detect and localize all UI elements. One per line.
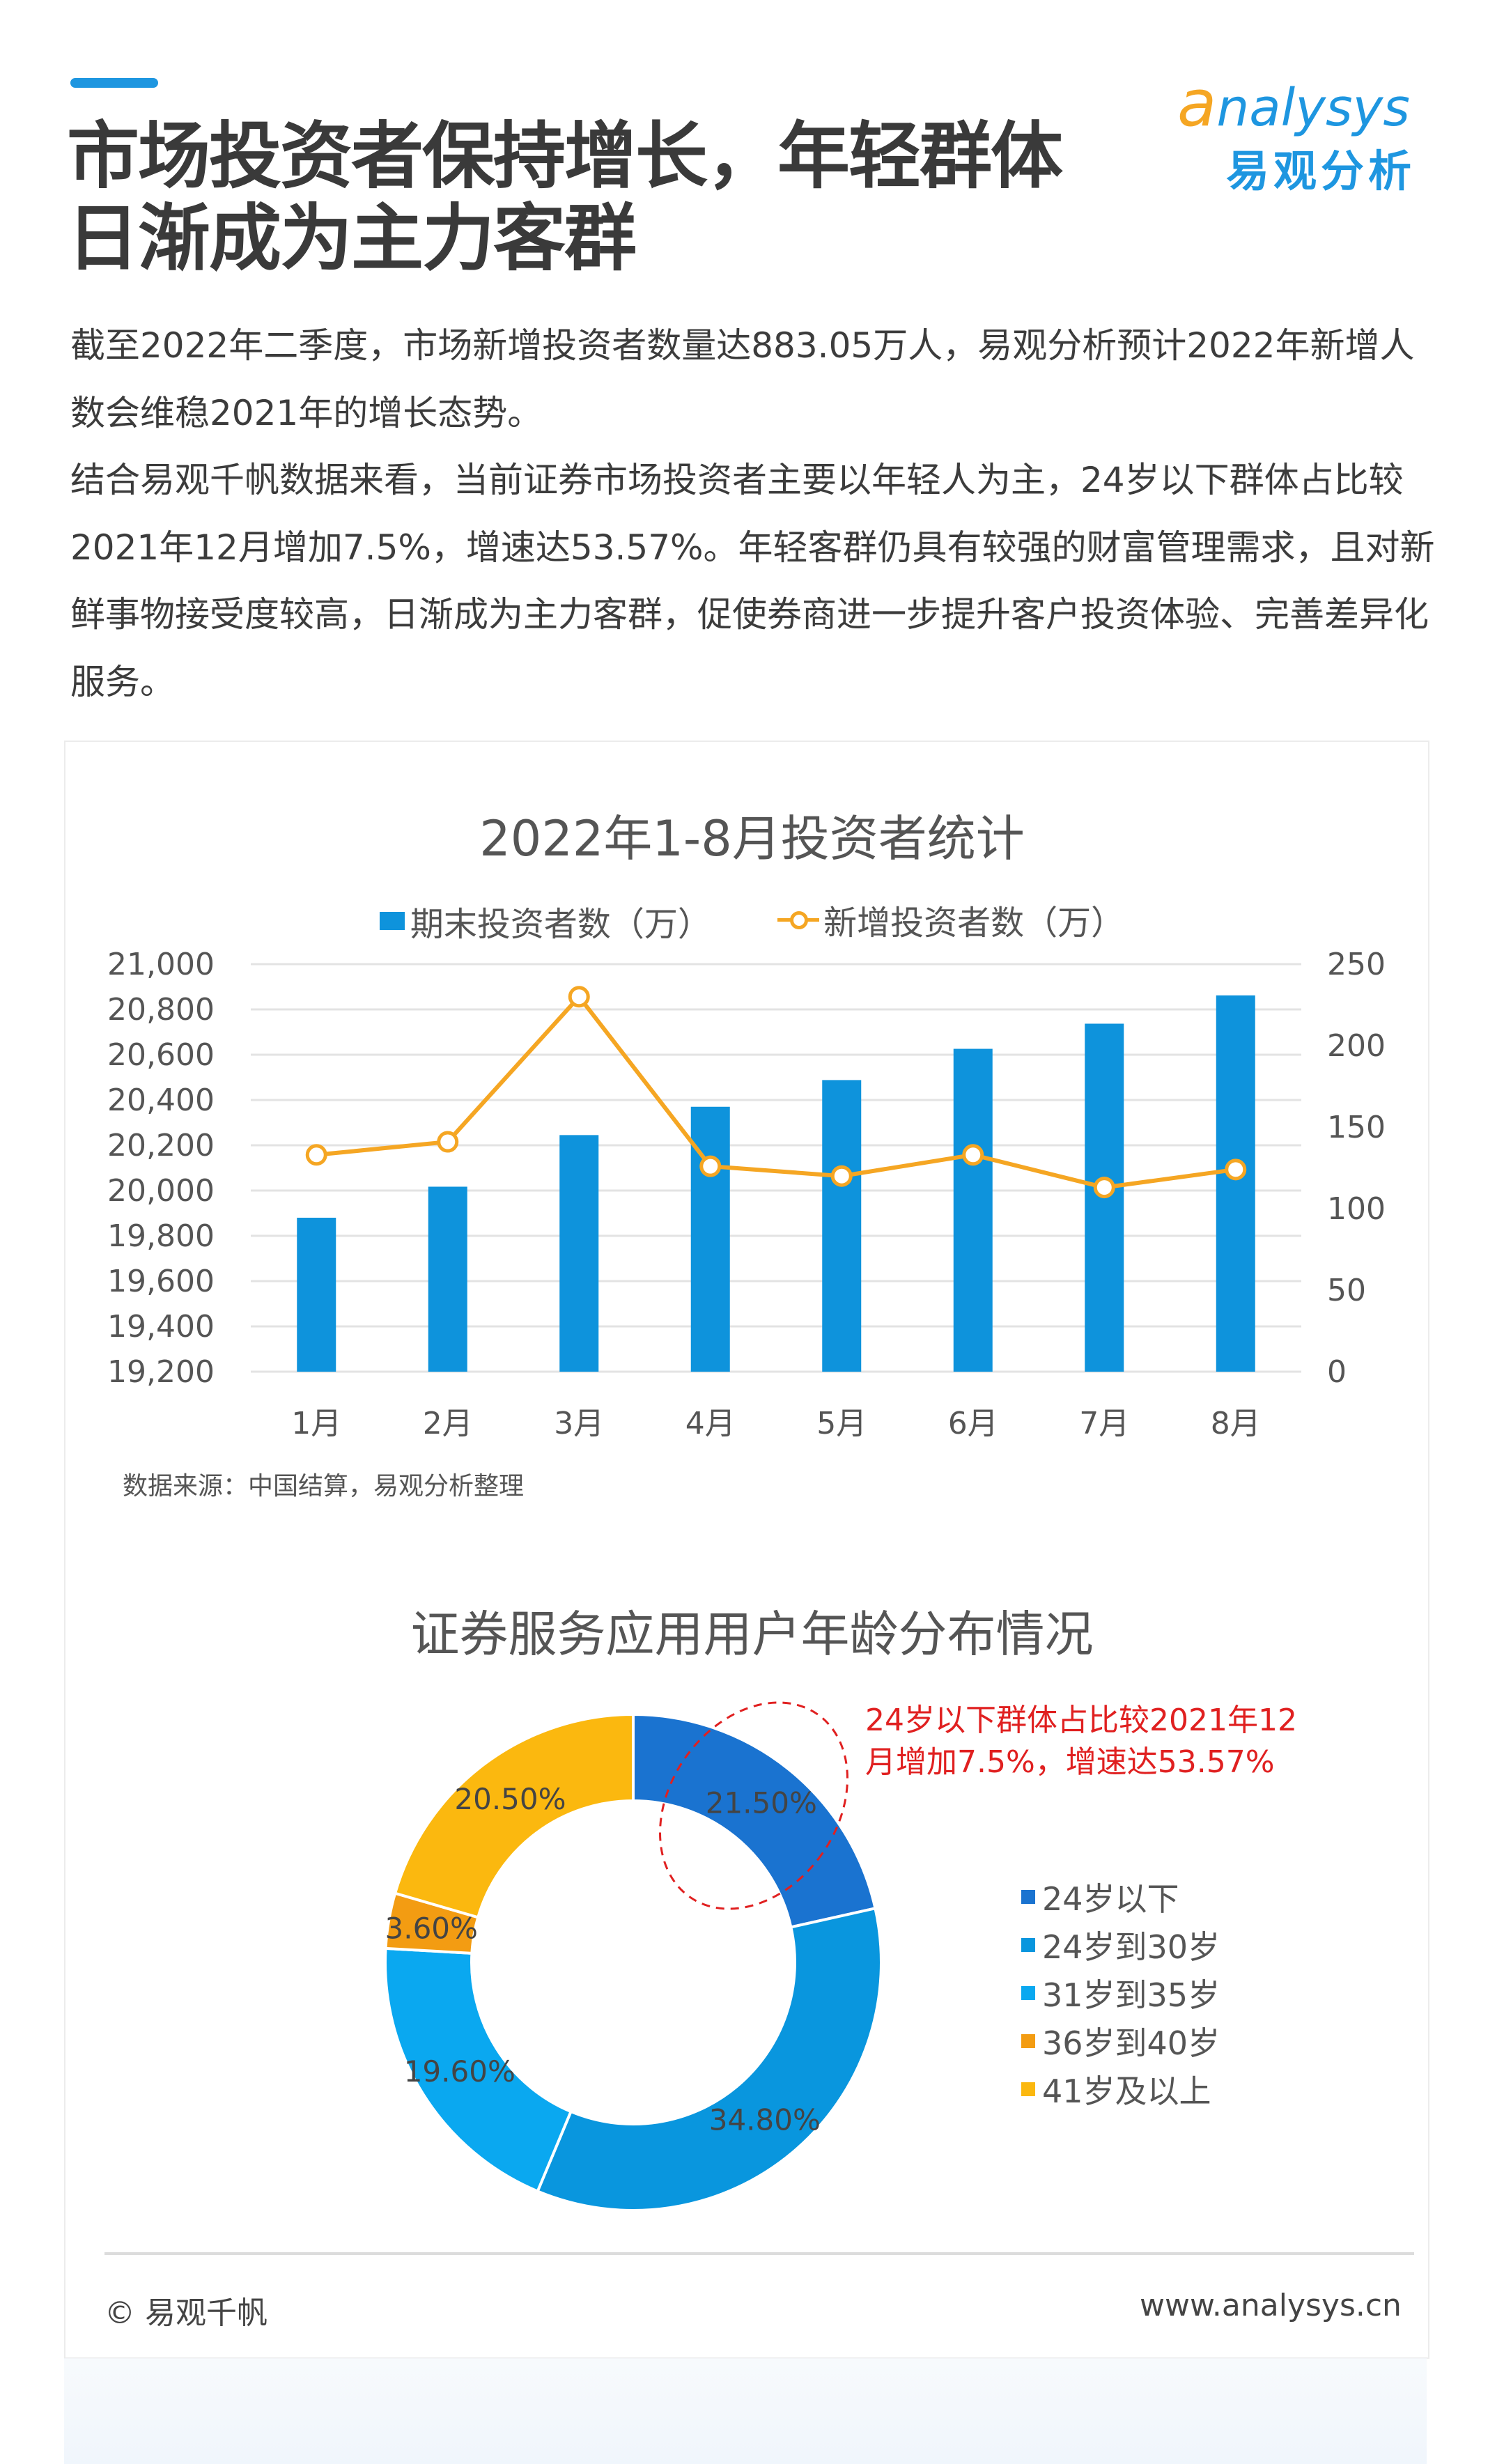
analysys-logo: analysys 易观分析 [1177, 66, 1435, 199]
page-title-line1: 市场投资者保持增长，年轻群体 [67, 114, 1063, 199]
svg-text:3.60%: 3.60% [385, 1911, 478, 1945]
bar-swatch-icon [379, 912, 405, 930]
donut-slice [393, 1712, 635, 1919]
body-text: 截至2022年二季度，市场新增投资者数量达883.05万人，易观分析预计2022… [70, 312, 1436, 715]
bar-chart-legend: 期末投资者数（万） 新增投资者数（万） [0, 895, 1504, 945]
legend-item-bar: 期末投资者数（万） [379, 897, 711, 945]
donut-slice [632, 1712, 877, 1929]
legend-item: 36岁到40岁 [1021, 2017, 1220, 2065]
svg-text:8月: 8月 [1211, 1406, 1261, 1441]
svg-text:7月: 7月 [1079, 1406, 1129, 1441]
background-skyline-decoration [64, 2358, 1427, 2464]
footer-copyright: © 易观千帆 [104, 2295, 268, 2331]
right-axis-ticks: 250 200 150 100 50 0 [1327, 947, 1386, 1390]
svg-text:150: 150 [1327, 1110, 1386, 1145]
chart-gridlines [251, 963, 1301, 1373]
svg-text:2月: 2月 [423, 1406, 473, 1441]
legend-item-line: 新增投资者数（万） [777, 895, 1124, 944]
svg-text:6月: 6月 [948, 1406, 998, 1441]
svg-text:19,600: 19,600 [107, 1264, 215, 1299]
svg-text:100: 100 [1327, 1191, 1386, 1227]
chart-bars [297, 995, 1255, 1372]
legend-swatch-icon [1021, 1985, 1035, 2000]
title-accent-bar [70, 78, 158, 88]
chart-line [305, 986, 1247, 1199]
svg-text:19,400: 19,400 [107, 1309, 215, 1345]
x-axis-ticks: 1月 2月 3月 4月 5月 6月 7月 8月 [291, 1406, 1261, 1441]
svg-text:20,600: 20,600 [107, 1037, 215, 1073]
svg-text:34.80%: 34.80% [709, 2102, 821, 2137]
donut-slice [384, 1946, 573, 2194]
logo-chinese: 易观分析 [1226, 146, 1416, 196]
svg-text:0: 0 [1327, 1354, 1347, 1390]
legend-item: 24岁以下 [1021, 1873, 1220, 1921]
page-title-line2: 日渐成为主力客群 [67, 196, 637, 281]
logo-english: analysys [1177, 66, 1410, 141]
footer-website-link[interactable]: www.analysys.cn [1140, 2288, 1402, 2323]
paragraph: 截至2022年二季度，市场新增投资者数量达883.05万人，易观分析预计2022… [70, 325, 1415, 433]
legend-swatch-icon [1021, 2033, 1035, 2048]
svg-text:21,000: 21,000 [107, 947, 215, 982]
svg-text:5月: 5月 [816, 1406, 867, 1441]
svg-text:19,800: 19,800 [107, 1218, 215, 1254]
svg-text:20,800: 20,800 [107, 992, 215, 1028]
legend-item: 24岁到30岁 [1021, 1921, 1220, 1969]
legend-item: 41岁及以上 [1021, 2065, 1220, 2113]
line-marker-icon [777, 909, 820, 930]
svg-text:20,200: 20,200 [107, 1128, 215, 1163]
svg-text:200: 200 [1327, 1028, 1386, 1064]
legend-swatch-icon [1021, 1937, 1035, 1952]
bar-chart-title: 2022年1-8月投资者统计 [479, 810, 1025, 867]
svg-text:20,000: 20,000 [107, 1173, 215, 1209]
footer-divider [104, 2252, 1414, 2255]
svg-text:250: 250 [1327, 947, 1386, 982]
svg-text:19.60%: 19.60% [404, 2054, 515, 2089]
donut-slice [536, 1906, 883, 2212]
donut-chart: 21.50% 34.80% 19.60% 3.60% 20.50% [384, 1712, 883, 2212]
donut-legend: 24岁以下 24岁到30岁 31岁到35岁 36岁到40岁 41岁及以上 [1021, 1873, 1220, 2113]
donut-chart-title: 证券服务应用用户年龄分布情况 [410, 1606, 1094, 1663]
svg-text:4月: 4月 [685, 1406, 736, 1441]
legend-swatch-icon [1021, 1889, 1035, 1904]
data-source: 数据来源：中国结算，易观分析整理 [123, 1472, 525, 1501]
paragraph: 结合易观千帆数据来看，当前证券市场投资者主要以年轻人为主，24岁以下群体占比较2… [70, 460, 1435, 702]
page-title: 市场投资者保持增长，年轻群体 日渐成为主力客群 [67, 114, 1063, 281]
svg-text:20.50%: 20.50% [454, 1782, 566, 1816]
svg-text:21.50%: 21.50% [706, 1786, 817, 1820]
donut-annotation: 24岁以下群体占比较2021年12 月增加7.5%，增速达53.57% [865, 1703, 1297, 1780]
svg-text:1月: 1月 [291, 1406, 341, 1441]
svg-text:50: 50 [1327, 1273, 1366, 1308]
svg-text:19,200: 19,200 [107, 1354, 215, 1390]
legend-item: 31岁到35岁 [1021, 1969, 1220, 2017]
annotation-dashed-ellipse [659, 1701, 848, 1910]
left-axis-ticks: 21,000 20,800 20,600 20,400 20,200 20,000 19,8… [107, 947, 215, 1390]
svg-text:3月: 3月 [554, 1406, 604, 1441]
svg-text:20,400: 20,400 [107, 1083, 215, 1118]
legend-swatch-icon [1021, 2082, 1035, 2096]
